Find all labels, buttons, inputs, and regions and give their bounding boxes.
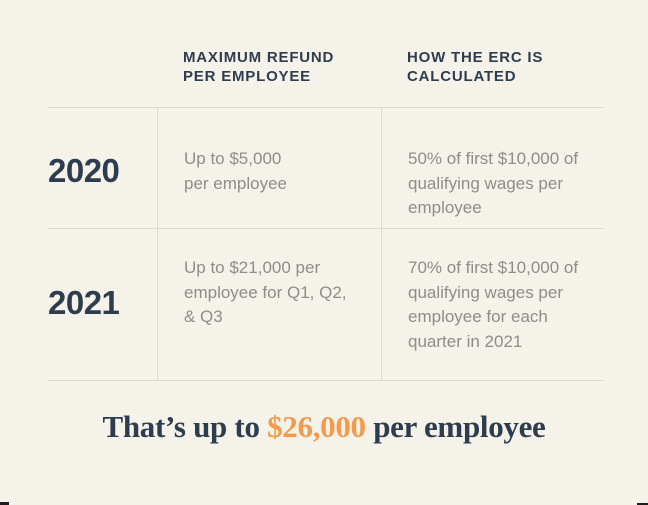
summary-amount: $26,000 [267,409,366,444]
header-year-spacer [48,0,157,107]
bottom-right-edge-artifact [637,503,648,505]
header-max-refund: MAXIMUM REFUND PER EMPLOYEE [183,49,335,85]
calculation-2020: 50% of first $10,000 of qualifying wages… [381,108,603,228]
summary-suffix: per employee [365,409,546,444]
table-row-2021: 2021 Up to $21,000 per employee for Q1, … [48,228,603,381]
year-label-2020: 2020 [48,152,120,189]
bottom-left-edge-artifact [0,502,9,505]
calculation-2021: 70% of first $10,000 of qualifying wages… [381,229,603,380]
max-refund-2020: Up to $5,000 per employee [157,108,381,228]
erc-table: MAXIMUM REFUND PER EMPLOYEE HOW THE ERC … [48,0,603,381]
year-label-2021: 2021 [48,284,120,321]
max-refund-2021: Up to $21,000 per employee for Q1, Q2, &… [157,229,381,380]
summary-headline: That’s up to $26,000 per employee [0,382,648,445]
table-header-row: MAXIMUM REFUND PER EMPLOYEE HOW THE ERC … [48,0,603,107]
header-calculation: HOW THE ERC IS CALCULATED [407,49,544,85]
summary-prefix: That’s up to [102,409,268,444]
table-row-2020: 2020 Up to $5,000 per employee 50% of fi… [48,107,603,228]
